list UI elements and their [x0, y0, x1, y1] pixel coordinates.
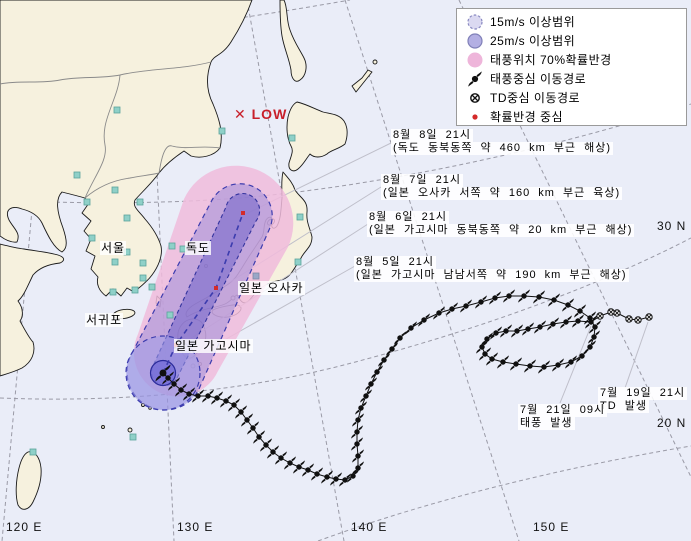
annotation-typhoon-genesis: 7월 21일 09시 태풍 발생 [518, 404, 608, 430]
legend-label: 15m/s 이상범위 [490, 15, 576, 29]
city-marker [148, 283, 156, 291]
legend-item-prob-center: 확률반경 중심 [465, 107, 686, 126]
annotation-time: 8월 6일 21시 [367, 211, 449, 224]
legend-label: 확률반경 중심 [490, 110, 564, 124]
annotation-place: TD 발생 [598, 400, 649, 413]
city-marker [131, 286, 139, 294]
city-marker-gray [252, 272, 260, 280]
annotation-time: 7월 19일 21시 [598, 387, 688, 400]
land-continent-korea [0, 0, 253, 297]
td-symbol [607, 308, 615, 316]
legend-box: 15m/s 이상범위 25m/s 이상범위 태풍위치 70%확률반경 태풍중심 … [456, 8, 687, 126]
city-marker [123, 214, 131, 222]
annotation-place: (일본 오사카 서쪽 약 160 km 부근 육상) [381, 187, 623, 200]
annotation-aug8: 8월 8일 21시 (독도 동북동쪽 약 460 km 부근 해상) [391, 129, 613, 155]
city-marker [136, 198, 144, 206]
country-borders [0, 61, 221, 199]
typhoon-icon [465, 70, 485, 88]
annotation-td-genesis: 7월 19일 21시 TD 발생 [598, 387, 688, 413]
city-marker [294, 258, 302, 266]
annotation-place: (일본 가고시마 남남서쪽 약 190 km 부근 해상) [354, 269, 629, 282]
annotation-aug5: 8월 5일 21시 (일본 가고시마 남남서쪽 약 190 km 부근 해상) [354, 256, 629, 282]
solid-circle-icon [465, 32, 485, 50]
city-marker [139, 259, 147, 267]
lon-label-140e: 140 E [351, 520, 388, 534]
legend-item-typhoon-track: 태풍중심 이동경로 [465, 69, 686, 88]
forecast-center-dot [214, 286, 218, 290]
legend-label: TD중심 이동경로 [490, 91, 581, 105]
lat-label-30n: 30 N [657, 219, 687, 233]
annotation-time: 8월 7일 21시 [381, 174, 463, 187]
td-symbol [596, 312, 604, 320]
city-marker [129, 433, 137, 441]
forecast-track-line [162, 212, 244, 374]
land-kuril [351, 69, 373, 93]
legend-item-td-track: TD중심 이동경로 [465, 88, 686, 107]
land-china-south [0, 243, 65, 377]
td-symbol [625, 315, 633, 323]
pink-circle-icon [465, 51, 485, 69]
label-seogwipo: 서귀포 [85, 313, 124, 327]
city-marker [111, 258, 119, 266]
city-marker [168, 242, 176, 250]
city-marker [296, 213, 304, 221]
city-marker [109, 288, 117, 296]
lon-label-130e: 130 E [177, 520, 214, 534]
city-marker [166, 311, 174, 319]
label-low-pressure: ✕ LOW [234, 106, 288, 122]
td-symbol [634, 316, 642, 324]
label-kagoshima: 일본 가고시마 [174, 339, 253, 353]
label-dokdo: 독도 [185, 241, 212, 255]
annotation-place: (독도 동북동쪽 약 460 km 부근 해상) [391, 142, 613, 155]
legend-label: 태풍중심 이동경로 [490, 72, 587, 86]
city-marker [288, 134, 296, 142]
label-osaka: 일본 오사카 [238, 281, 305, 295]
red-dot-icon [465, 108, 485, 126]
city-marker [111, 186, 119, 194]
dashed-circle-icon [465, 13, 485, 31]
td-symbol [645, 313, 653, 321]
legend-item-15ms: 15m/s 이상범위 [465, 12, 686, 31]
lon-label-150e: 150 E [533, 520, 570, 534]
legend-label: 태풍위치 70%확률반경 [490, 53, 612, 67]
lon-label-120e: 120 E [6, 520, 43, 534]
land-sakhalin [279, 0, 307, 82]
x-mark-icon: ✕ [234, 106, 247, 122]
legend-item-25ms: 25m/s 이상범위 [465, 31, 686, 50]
annotation-time: 7월 21일 09시 [518, 404, 608, 417]
legend-label: 25m/s 이상범위 [490, 34, 576, 48]
lat-label-20n: 20 N [657, 416, 687, 430]
annotation-place: (일본 가고시마 동북동쪽 약 20 km 부근 해상) [367, 224, 635, 237]
annotation-place: 태풍 발생 [518, 417, 575, 430]
td-circle-x-icon [465, 89, 485, 107]
city-marker [139, 274, 147, 282]
past-track [162, 289, 653, 487]
annotation-time: 8월 8일 21시 [391, 129, 473, 142]
annotation-time: 8월 5일 21시 [354, 256, 436, 269]
city-marker [88, 234, 96, 242]
city-marker [113, 106, 121, 114]
city-marker [218, 127, 226, 135]
legend-item-70pct: 태풍위치 70%확률반경 [465, 50, 686, 69]
land-hokkaido [286, 101, 348, 172]
land-taiwan [15, 451, 42, 510]
city-marker [29, 448, 37, 456]
city-marker [83, 198, 91, 206]
label-seoul: 서울 [100, 241, 127, 255]
annotation-aug7: 8월 7일 21시 (일본 오사카 서쪽 약 160 km 부근 육상) [381, 174, 623, 200]
td-symbol [613, 309, 621, 317]
forecast-center-dot [241, 211, 245, 215]
city-markers [29, 106, 304, 456]
annotation-aug6: 8월 6일 21시 (일본 가고시마 동북동쪽 약 20 km 부근 해상) [367, 211, 635, 237]
city-marker [73, 171, 81, 179]
